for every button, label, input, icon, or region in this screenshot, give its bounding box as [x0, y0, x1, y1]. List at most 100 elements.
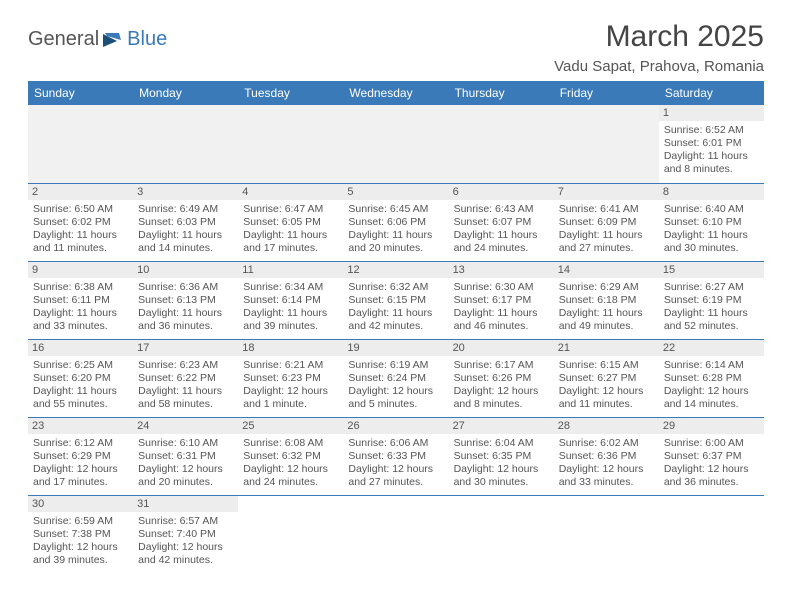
day-details: Sunrise: 6:15 AMSunset: 6:27 PMDaylight:…	[559, 359, 654, 412]
calendar-week: 1Sunrise: 6:52 AMSunset: 6:01 PMDaylight…	[28, 105, 764, 183]
day-details: Sunrise: 6:49 AMSunset: 6:03 PMDaylight:…	[138, 203, 233, 256]
day-details: Sunrise: 6:32 AMSunset: 6:15 PMDaylight:…	[348, 281, 443, 334]
day-number: 2	[28, 184, 133, 200]
day-number: 23	[28, 418, 133, 434]
day-details: Sunrise: 6:57 AMSunset: 7:40 PMDaylight:…	[138, 515, 233, 568]
day-header: Tuesday	[238, 81, 343, 105]
calendar-table: SundayMondayTuesdayWednesdayThursdayFrid…	[28, 81, 764, 573]
calendar-cell: 8 Sunrise: 6:40 AMSunset: 6:10 PMDaylight…	[659, 183, 764, 261]
day-details: Sunrise: 6:17 AMSunset: 6:26 PMDaylight:…	[454, 359, 549, 412]
day-details: Sunrise: 6:02 AMSunset: 6:36 PMDaylight:…	[559, 437, 654, 490]
calendar-cell: 18Sunrise: 6:21 AMSunset: 6:23 PMDayligh…	[238, 339, 343, 417]
day-number: 21	[554, 340, 659, 356]
day-details: Sunrise: 6:34 AMSunset: 6:14 PMDaylight:…	[243, 281, 338, 334]
day-details: Sunrise: 6:45 AMSunset: 6:06 PMDaylight:…	[348, 203, 443, 256]
day-details: Sunrise: 6:38 AMSunset: 6:11 PMDaylight:…	[33, 281, 128, 334]
calendar-cell	[238, 495, 343, 573]
calendar-cell: 30Sunrise: 6:59 AMSunset: 7:38 PMDayligh…	[28, 495, 133, 573]
calendar-cell	[449, 105, 554, 183]
calendar-cell: 1Sunrise: 6:52 AMSunset: 6:01 PMDaylight…	[659, 105, 764, 183]
calendar-cell	[343, 105, 448, 183]
day-number: 29	[659, 418, 764, 434]
day-details: Sunrise: 6:41 AMSunset: 6:09 PMDaylight:…	[559, 203, 654, 256]
calendar-cell: 22 Sunrise: 6:14 AMSunset: 6:28 PMDayligh…	[659, 339, 764, 417]
day-header: Saturday	[659, 81, 764, 105]
day-number: 8	[659, 184, 764, 200]
header: General Blue March 2025 Vadu Sapat, Prah…	[28, 20, 764, 75]
calendar-cell: 28 Sunrise: 6:02 AMSunset: 6:36 PMDayligh…	[554, 417, 659, 495]
day-number: 31	[133, 496, 238, 512]
calendar-cell: 26Sunrise: 6:06 AMSunset: 6:33 PMDayligh…	[343, 417, 448, 495]
day-details: Sunrise: 6:43 AMSunset: 6:07 PMDaylight:…	[454, 203, 549, 256]
calendar-cell: 15Sunrise: 6:27 AMSunset: 6:19 PMDayligh…	[659, 261, 764, 339]
day-number: 12	[343, 262, 448, 278]
day-details: Sunrise: 6:36 AMSunset: 6:13 PMDaylight:…	[138, 281, 233, 334]
calendar-cell: 12 Sunrise: 6:32 AMSunset: 6:15 PMDayligh…	[343, 261, 448, 339]
day-number: 11	[238, 262, 343, 278]
calendar-cell: 5 Sunrise: 6:45 AMSunset: 6:06 PMDaylight…	[343, 183, 448, 261]
day-number: 7	[554, 184, 659, 200]
day-number: 14	[554, 262, 659, 278]
day-details: Sunrise: 6:29 AMSunset: 6:18 PMDaylight:…	[559, 281, 654, 334]
day-number: 5	[343, 184, 448, 200]
day-number: 28	[554, 418, 659, 434]
day-details: Sunrise: 6:10 AMSunset: 6:31 PMDaylight:…	[138, 437, 233, 490]
day-number: 17	[133, 340, 238, 356]
day-details: Sunrise: 6:19 AMSunset: 6:24 PMDaylight:…	[348, 359, 443, 412]
title-block: March 2025 Vadu Sapat, Prahova, Romania	[554, 20, 764, 75]
calendar-cell: 27 Sunrise: 6:04 AMSunset: 6:35 PMDayligh…	[449, 417, 554, 495]
day-number: 22	[659, 340, 764, 356]
day-details: Sunrise: 6:04 AMSunset: 6:35 PMDaylight:…	[454, 437, 549, 490]
calendar-cell: 21 Sunrise: 6:15 AMSunset: 6:27 PMDayligh…	[554, 339, 659, 417]
day-header: Monday	[133, 81, 238, 105]
calendar-cell: 11 Sunrise: 6:34 AMSunset: 6:14 PMDayligh…	[238, 261, 343, 339]
day-details: Sunrise: 6:25 AMSunset: 6:20 PMDaylight:…	[33, 359, 128, 412]
day-header: Sunday	[28, 81, 133, 105]
calendar-cell: 31 Sunrise: 6:57 AMSunset: 7:40 PMDayligh…	[133, 495, 238, 573]
calendar-cell: 25Sunrise: 6:08 AMSunset: 6:32 PMDayligh…	[238, 417, 343, 495]
calendar-cell: 23 Sunrise: 6:12 AMSunset: 6:29 PMDayligh…	[28, 417, 133, 495]
day-header: Wednesday	[343, 81, 448, 105]
day-number: 13	[449, 262, 554, 278]
calendar-cell: 10Sunrise: 6:36 AMSunset: 6:13 PMDayligh…	[133, 261, 238, 339]
calendar-cell: 4Sunrise: 6:47 AMSunset: 6:05 PMDaylight…	[238, 183, 343, 261]
calendar-cell	[343, 495, 448, 573]
calendar-week: 16 Sunrise: 6:25 AMSunset: 6:20 PMDayligh…	[28, 339, 764, 417]
calendar-cell	[133, 105, 238, 183]
calendar-cell: 14 Sunrise: 6:29 AMSunset: 6:18 PMDayligh…	[554, 261, 659, 339]
calendar-body: 1Sunrise: 6:52 AMSunset: 6:01 PMDaylight…	[28, 105, 764, 573]
day-details: Sunrise: 6:50 AMSunset: 6:02 PMDaylight:…	[33, 203, 128, 256]
calendar-cell: 29 Sunrise: 6:00 AMSunset: 6:37 PMDayligh…	[659, 417, 764, 495]
calendar-cell	[659, 495, 764, 573]
day-details: Sunrise: 6:40 AMSunset: 6:10 PMDaylight:…	[664, 203, 759, 256]
day-number: 27	[449, 418, 554, 434]
day-details: Sunrise: 6:30 AMSunset: 6:17 PMDaylight:…	[454, 281, 549, 334]
calendar-cell: 13 Sunrise: 6:30 AMSunset: 6:17 PMDayligh…	[449, 261, 554, 339]
day-header: Thursday	[449, 81, 554, 105]
day-details: Sunrise: 6:00 AMSunset: 6:37 PMDaylight:…	[664, 437, 759, 490]
calendar-cell	[28, 105, 133, 183]
logo-text-1: General	[28, 28, 99, 51]
day-number: 9	[28, 262, 133, 278]
calendar-week: 23 Sunrise: 6:12 AMSunset: 6:29 PMDayligh…	[28, 417, 764, 495]
day-details: Sunrise: 6:06 AMSunset: 6:33 PMDaylight:…	[348, 437, 443, 490]
day-number: 3	[133, 184, 238, 200]
calendar-cell: 20Sunrise: 6:17 AMSunset: 6:26 PMDayligh…	[449, 339, 554, 417]
day-details: Sunrise: 6:47 AMSunset: 6:05 PMDaylight:…	[243, 203, 338, 256]
month-title: March 2025	[554, 20, 764, 54]
day-number: 16	[28, 340, 133, 356]
calendar-cell: 2 Sunrise: 6:50 AMSunset: 6:02 PMDaylight…	[28, 183, 133, 261]
calendar-cell: 19Sunrise: 6:19 AMSunset: 6:24 PMDayligh…	[343, 339, 448, 417]
calendar-cell	[554, 105, 659, 183]
day-details: Sunrise: 6:14 AMSunset: 6:28 PMDaylight:…	[664, 359, 759, 412]
calendar-cell: 17 Sunrise: 6:23 AMSunset: 6:22 PMDayligh…	[133, 339, 238, 417]
day-details: Sunrise: 6:12 AMSunset: 6:29 PMDaylight:…	[33, 437, 128, 490]
day-number: 15	[659, 262, 764, 278]
calendar-cell	[449, 495, 554, 573]
day-number: 24	[133, 418, 238, 434]
day-number: 6	[449, 184, 554, 200]
day-details: Sunrise: 6:23 AMSunset: 6:22 PMDaylight:…	[138, 359, 233, 412]
calendar-cell: 24 Sunrise: 6:10 AMSunset: 6:31 PMDayligh…	[133, 417, 238, 495]
day-details: Sunrise: 6:21 AMSunset: 6:23 PMDaylight:…	[243, 359, 338, 412]
logo: General Blue	[28, 20, 167, 51]
